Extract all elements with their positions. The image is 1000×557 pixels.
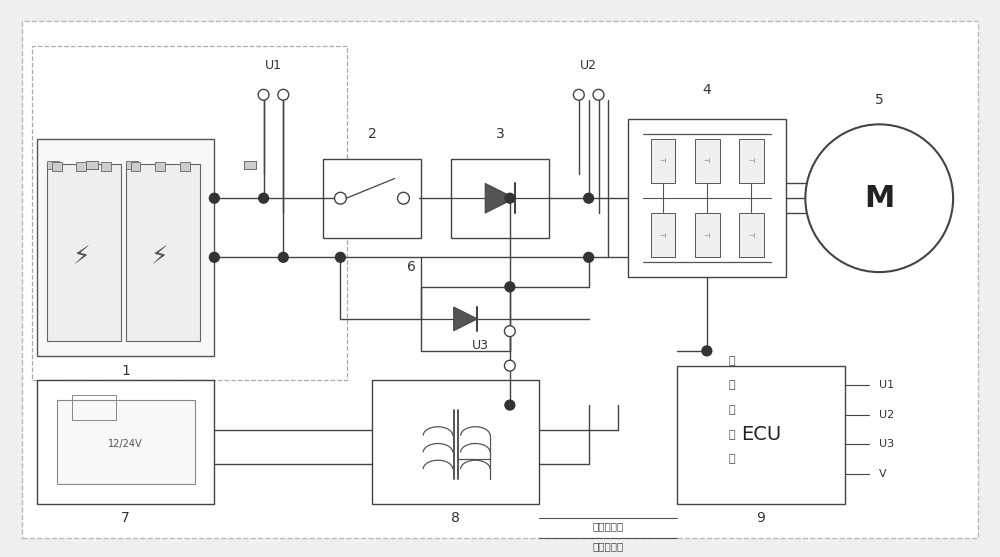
Text: ⊣: ⊣ (748, 158, 754, 164)
Text: 线: 线 (728, 455, 735, 464)
Circle shape (805, 124, 953, 272)
Circle shape (702, 346, 712, 356)
Text: 2: 2 (368, 127, 376, 141)
Text: ⚡: ⚡ (151, 245, 169, 270)
Circle shape (335, 192, 346, 204)
Circle shape (505, 400, 515, 410)
Text: 5: 5 (875, 92, 884, 107)
Bar (695, 139, 720, 183)
Bar (37, 139, 214, 356)
Bar (244, 161, 256, 169)
Bar (651, 139, 675, 183)
Bar (155, 162, 165, 170)
Circle shape (505, 193, 515, 203)
Polygon shape (454, 307, 477, 331)
Bar (451, 159, 549, 238)
Bar (47, 164, 121, 341)
Text: ⊣: ⊣ (704, 158, 710, 164)
Circle shape (504, 360, 515, 371)
Circle shape (505, 282, 515, 292)
Text: 8: 8 (451, 511, 460, 525)
Text: ⊣: ⊣ (659, 158, 666, 164)
Circle shape (278, 252, 288, 262)
Text: 使能工作线: 使能工作线 (593, 521, 624, 531)
Bar (37, 380, 214, 504)
Bar (86, 161, 98, 169)
Circle shape (259, 193, 269, 203)
Circle shape (209, 193, 219, 203)
Bar (244, 161, 256, 169)
Bar (32, 46, 347, 380)
Text: 9: 9 (757, 511, 765, 525)
Text: 1: 1 (121, 364, 130, 378)
Circle shape (504, 326, 515, 336)
Text: U1: U1 (265, 58, 282, 72)
Circle shape (584, 252, 594, 262)
Text: ECU: ECU (741, 425, 781, 444)
Bar (695, 213, 720, 257)
Text: 7: 7 (121, 511, 130, 525)
Text: U3: U3 (472, 339, 489, 353)
Circle shape (593, 89, 604, 100)
Circle shape (258, 89, 269, 100)
Text: 工: 工 (728, 405, 735, 415)
Circle shape (335, 252, 345, 262)
Text: 4: 4 (702, 83, 711, 97)
Text: ⊣: ⊣ (659, 233, 666, 238)
Circle shape (584, 193, 594, 203)
Bar (86, 161, 98, 169)
Bar (52, 162, 62, 170)
Bar (126, 161, 138, 169)
Bar (72, 395, 116, 420)
Bar (57, 400, 195, 484)
Bar (76, 162, 86, 170)
Circle shape (398, 192, 409, 204)
Text: ⚡: ⚡ (73, 245, 90, 270)
Text: V: V (879, 469, 887, 479)
Text: 12/24V: 12/24V (108, 439, 143, 449)
Circle shape (209, 252, 219, 262)
Text: ⊣: ⊣ (704, 233, 710, 238)
Text: U3: U3 (879, 439, 894, 449)
Polygon shape (485, 183, 515, 213)
Bar (739, 213, 764, 257)
Bar (131, 162, 140, 170)
Bar (628, 119, 786, 277)
Bar (323, 159, 421, 238)
Bar (126, 164, 200, 341)
Circle shape (278, 89, 289, 100)
Bar (677, 366, 845, 504)
Bar (372, 380, 539, 504)
Bar (421, 287, 510, 351)
Text: M: M (864, 184, 894, 213)
Text: 制: 制 (728, 380, 735, 390)
Text: 6: 6 (407, 260, 416, 274)
Circle shape (573, 89, 584, 100)
Bar (739, 139, 764, 183)
Text: 作: 作 (728, 429, 735, 439)
Bar (651, 213, 675, 257)
Text: 3: 3 (496, 127, 504, 141)
Bar (180, 162, 190, 170)
Text: U2: U2 (580, 58, 597, 72)
Bar (101, 162, 111, 170)
Text: ⊣: ⊣ (748, 233, 754, 238)
Text: U2: U2 (879, 410, 894, 420)
Bar (47, 161, 59, 169)
Text: 使能工作线: 使能工作线 (593, 541, 624, 551)
Text: U1: U1 (879, 380, 894, 390)
Text: 控: 控 (728, 356, 735, 366)
